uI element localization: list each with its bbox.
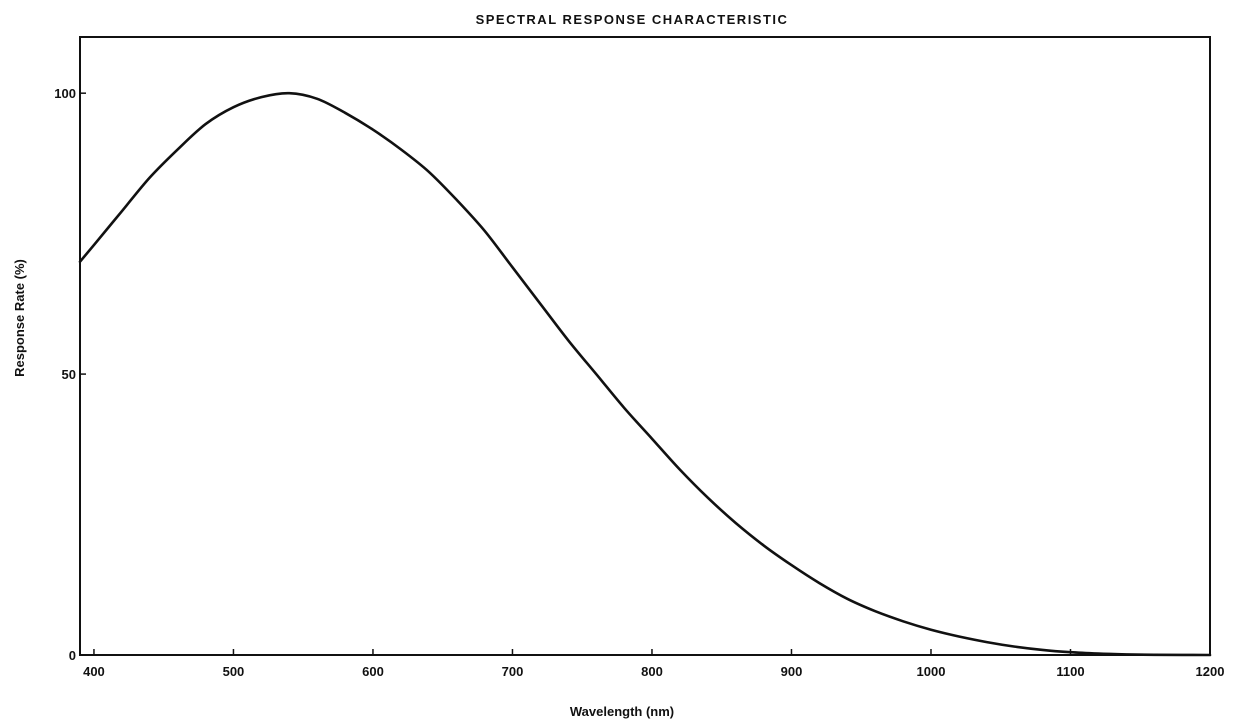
x-tick-label: 700 [502, 664, 524, 679]
y-tick-label: 0 [69, 648, 76, 663]
y-axis-label: Response Rate (%) [12, 259, 27, 377]
x-tick-label: 500 [223, 664, 245, 679]
series-layer [78, 91, 1212, 657]
x-tick-label: 1100 [1056, 664, 1084, 679]
y-axis: 0 50 100 [54, 86, 86, 663]
y-tick-label: 100 [54, 86, 76, 101]
response-curve-line [78, 91, 1212, 657]
x-axis: 400 500 600 700 800 900 1000 1100 1200 [83, 649, 1224, 679]
x-tick-label: 1200 [1196, 664, 1225, 679]
x-tick-label: 600 [362, 664, 384, 679]
x-axis-label: Wavelength (nm) [570, 704, 674, 719]
chart-title: SPECTRAL RESPONSE CHARACTERISTIC [476, 12, 789, 27]
x-tick-label: 900 [781, 664, 803, 679]
x-tick-label: 1000 [917, 664, 946, 679]
x-tick-label: 400 [83, 664, 105, 679]
plot-frame [79, 36, 1211, 656]
y-tick-label: 50 [62, 367, 76, 382]
x-tick-label: 800 [641, 664, 663, 679]
